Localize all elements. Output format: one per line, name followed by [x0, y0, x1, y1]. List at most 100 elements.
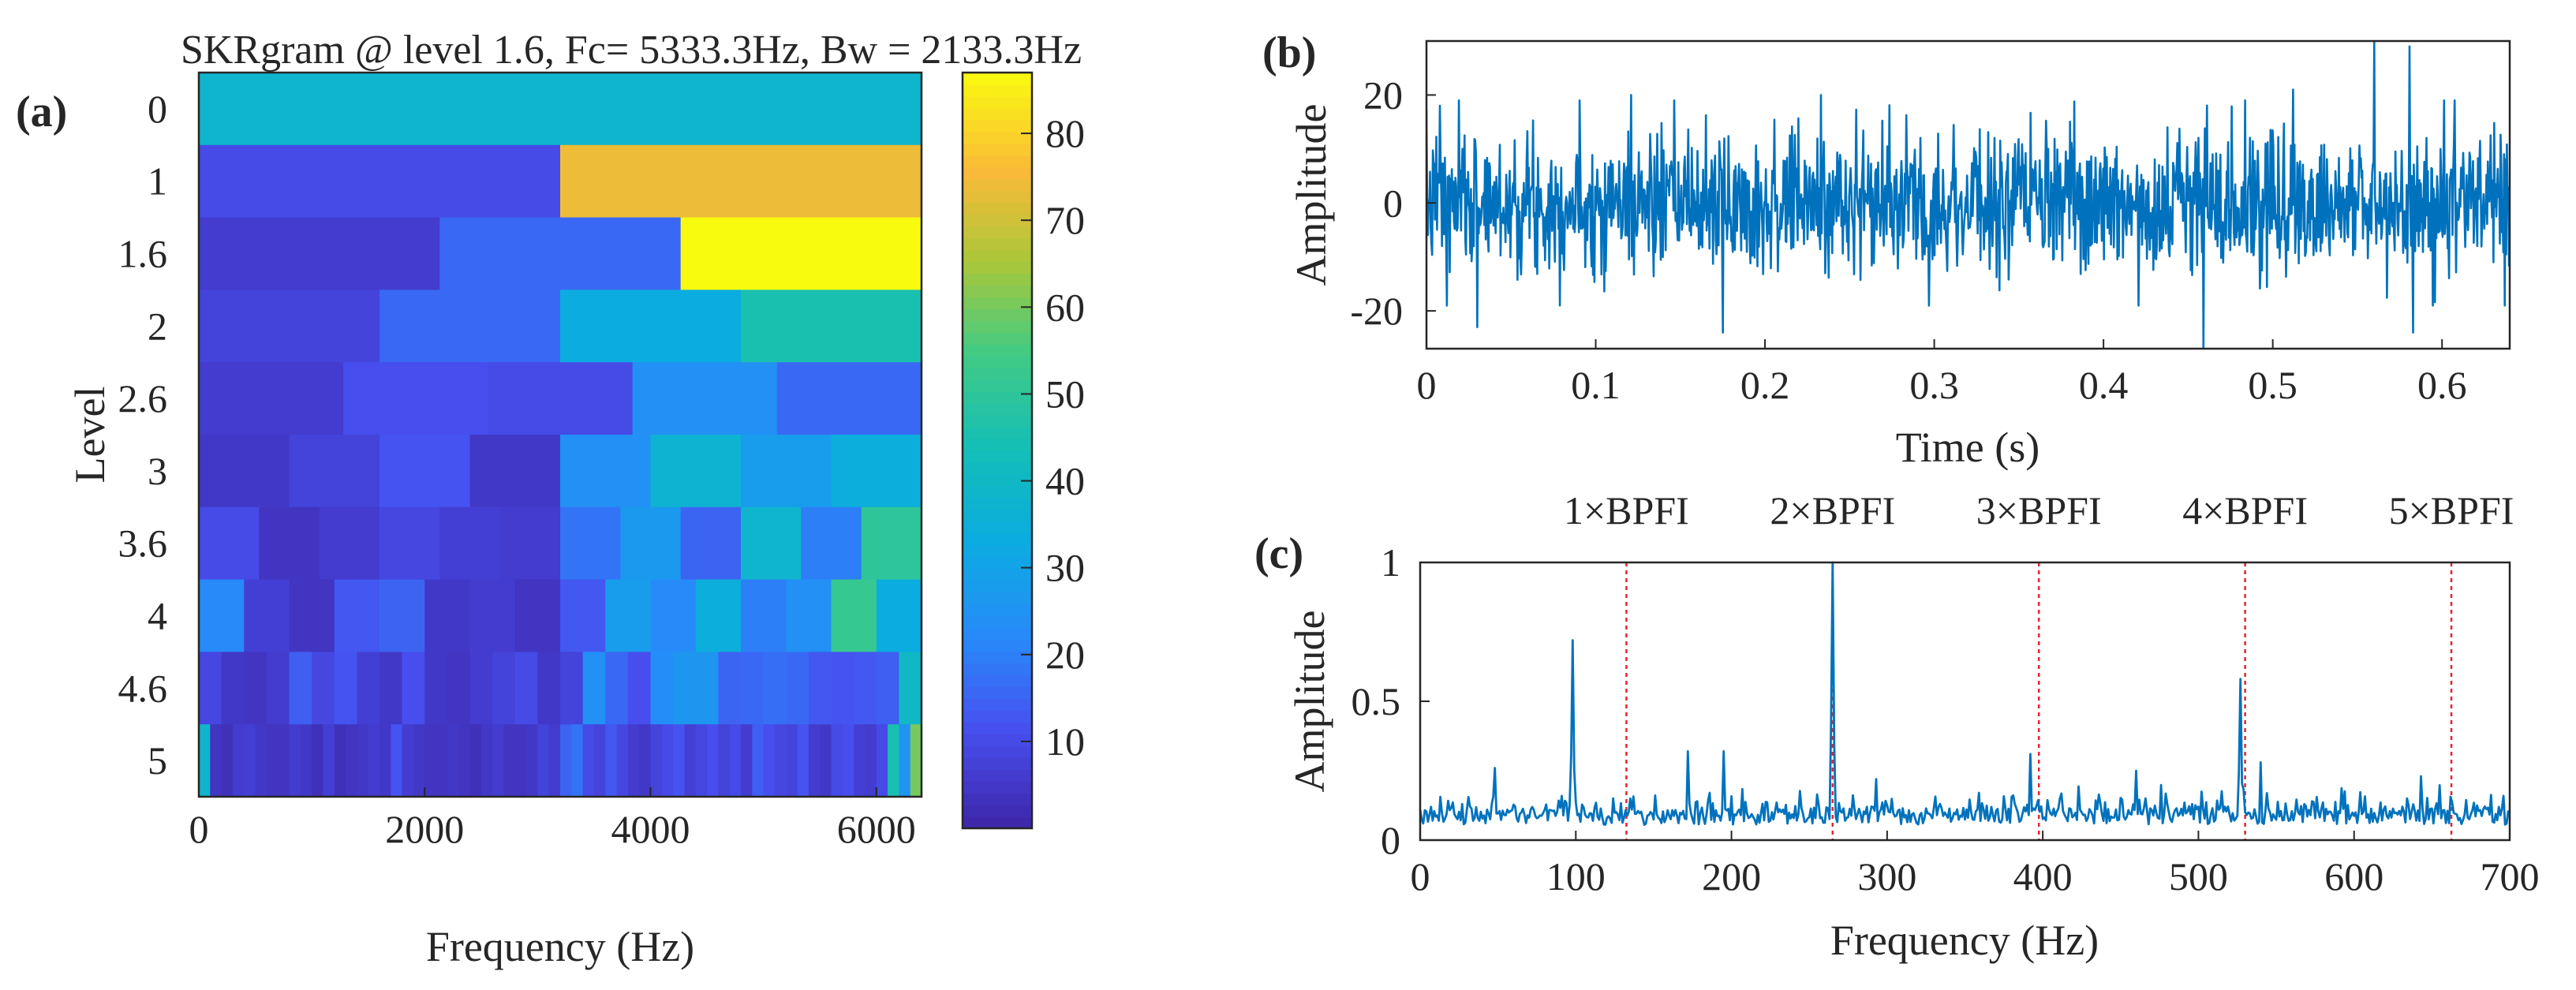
- colorbar-tick-label: 50: [1045, 372, 1085, 416]
- heatmap-cell: [831, 724, 843, 798]
- colorbar-segment: [963, 627, 1032, 641]
- heatmap-cell: [221, 652, 245, 725]
- colorbar-segment: [963, 615, 1032, 629]
- x-tick-label: 0: [1411, 854, 1430, 898]
- heatmap-cell: [876, 724, 888, 798]
- heatmap-cell: [786, 724, 798, 798]
- colorbar-segment: [963, 84, 1032, 97]
- spectrum-ylabel: Amplitude: [1286, 611, 1333, 793]
- heatmap-cell: [899, 652, 922, 725]
- heatmap-cell: [492, 652, 516, 725]
- heatmap-cell: [334, 652, 357, 725]
- y-tick-label: -20: [1350, 289, 1403, 333]
- heatmap-cell: [199, 144, 561, 219]
- heatmap-cell: [266, 724, 279, 798]
- x-tick-label: 4000: [611, 807, 690, 851]
- heatmap-cell: [334, 724, 346, 798]
- heatmap-cells: [199, 73, 922, 798]
- heatmap-cell: [334, 579, 380, 652]
- heatmap-cell: [680, 506, 742, 581]
- colorbar-segment: [963, 603, 1032, 617]
- panel-c-label: (c): [1254, 529, 1303, 578]
- heatmap-cell: [695, 652, 719, 725]
- heatmap-cell: [650, 724, 663, 798]
- heatmap-cell: [469, 435, 561, 508]
- heatmap-cell: [199, 73, 922, 146]
- heatmap-cell: [776, 362, 922, 435]
- time-amplitude-tick-labels: -20 0 20: [1350, 73, 1436, 333]
- bpfi-marker-label: 4×BPFI: [2182, 488, 2308, 532]
- y-tick-label: 0.5: [1352, 679, 1401, 723]
- colorbar-segment: [963, 379, 1032, 392]
- heatmap-cell: [620, 506, 682, 581]
- colorbar-segment: [963, 544, 1032, 558]
- heatmap-cell: [560, 290, 742, 363]
- level-tick-label: 1: [148, 159, 167, 204]
- heatmap-cell: [876, 652, 899, 725]
- colorbar-segment: [963, 131, 1032, 144]
- heatmap-cell: [684, 724, 697, 798]
- heatmap-cell: [627, 724, 640, 798]
- colorbar-segment: [963, 556, 1032, 570]
- bpfi-markers: [1625, 562, 2453, 840]
- heatmap-cell: [752, 724, 765, 798]
- x-tick-label: 6000: [837, 807, 916, 851]
- heatmap-cell: [368, 724, 380, 798]
- colorbar-segment: [963, 143, 1032, 156]
- heatmap-cell: [831, 435, 922, 508]
- colorbar-segment: [963, 745, 1032, 758]
- colorbar-segment: [963, 805, 1032, 817]
- heatmap-cell: [447, 652, 471, 725]
- heatmap-cell: [458, 724, 471, 798]
- heatmap-ylabel: Level: [66, 387, 114, 484]
- heatmap-cell: [639, 724, 652, 798]
- heatmap-cell: [820, 724, 832, 798]
- heatmap-cell: [650, 652, 674, 725]
- colorbar-segment: [963, 816, 1032, 829]
- colorbar-tick-label: 60: [1045, 285, 1085, 329]
- heatmap-cell: [876, 579, 922, 652]
- colorbar-segment: [963, 532, 1032, 546]
- time-tick-labels: 0 0.1 0.2 0.3 0.4 0.5 0.6: [1417, 339, 2466, 407]
- heatmap-cell: [289, 724, 301, 798]
- colorbar-segment: [963, 226, 1032, 239]
- heatmap-cell: [741, 290, 922, 363]
- x-tick-label: 2000: [385, 807, 464, 851]
- heatmap-cell: [469, 724, 482, 798]
- colorbar-segment: [963, 237, 1032, 251]
- panel-a: SKRgram @ level 1.6, Fc= 5333.3Hz, Bw = …: [16, 28, 1085, 970]
- heatmap-cell: [402, 652, 425, 725]
- heatmap-cell: [312, 724, 324, 798]
- heatmap-cell: [244, 652, 267, 725]
- time-signal-line: [1426, 41, 2510, 349]
- heatmap-cell: [357, 652, 380, 725]
- colorbar-segment: [963, 202, 1032, 215]
- heatmap-cell: [718, 652, 742, 725]
- heatmap-cell: [632, 362, 778, 435]
- heatmap-cell: [289, 435, 380, 508]
- heatmap-cell: [447, 724, 459, 798]
- heatmap-cell: [514, 579, 561, 652]
- colorbar-segment: [963, 686, 1032, 699]
- heatmap-cell: [503, 724, 516, 798]
- colorbar-segment: [963, 439, 1032, 451]
- heatmap-cell: [199, 579, 245, 652]
- colorbar-segment: [963, 427, 1032, 439]
- heatmap-cell: [560, 144, 922, 219]
- heatmap-cell: [707, 724, 719, 798]
- y-tick-label: 20: [1363, 73, 1403, 117]
- colorbar-segment: [963, 710, 1032, 723]
- colorbar-segment: [963, 119, 1032, 133]
- x-tick-label: 0.4: [2079, 363, 2129, 407]
- time-ylabel: Amplitude: [1288, 104, 1335, 286]
- heatmap-cell: [469, 579, 516, 652]
- heatmap-cell: [616, 724, 629, 798]
- heatmap-cell: [741, 435, 832, 508]
- colorbar-segment: [963, 285, 1032, 298]
- heatmap-cell: [221, 724, 234, 798]
- heatmap-cell: [537, 652, 561, 725]
- heatmap-cell: [650, 435, 742, 508]
- heatmap-cell: [605, 579, 652, 652]
- heatmap-cell: [899, 724, 911, 798]
